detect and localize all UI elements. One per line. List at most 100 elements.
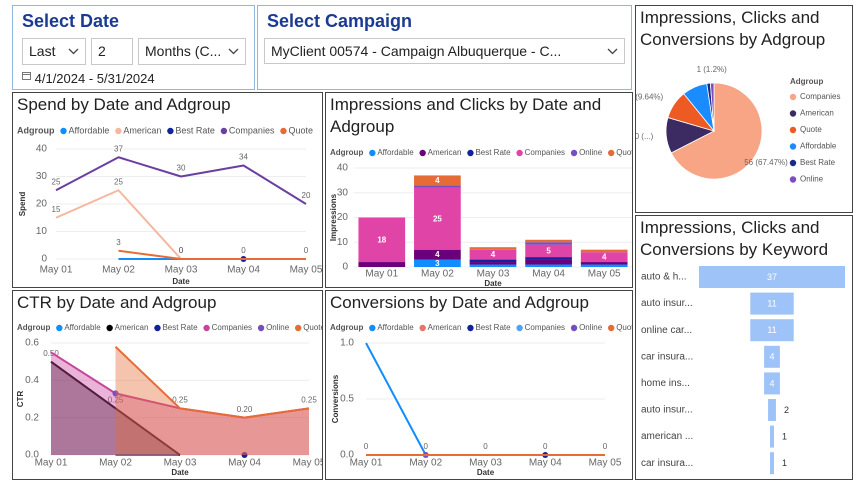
legend-label: Online <box>579 148 603 157</box>
keyword-funnel-panel: auto & h... 37 auto insur... 11 online car..… <box>635 215 853 480</box>
legend-marker <box>467 149 474 157</box>
legend-marker <box>106 324 113 332</box>
count-input[interactable]: 2 <box>91 38 133 65</box>
data-label: 4 <box>491 250 496 259</box>
y-tick-label: 10 <box>337 237 349 248</box>
y-axis-title: CTR <box>16 391 25 408</box>
legend-marker <box>607 149 615 157</box>
x-tick-label: May 03 <box>469 458 502 469</box>
category-label: online car... <box>641 325 692 336</box>
category-label: auto insur... <box>641 298 693 309</box>
x-tick-label: May 02 <box>409 458 442 469</box>
legend-marker <box>789 159 797 167</box>
y-tick-label: 0.0 <box>340 450 354 461</box>
bar-segment <box>414 185 461 188</box>
legend-title: Adgroup <box>790 77 823 86</box>
data-label: 4 <box>769 352 774 362</box>
legend-label: Companies <box>525 323 565 332</box>
legend-label: American <box>428 323 462 332</box>
legend-marker <box>789 126 797 134</box>
x-tick-label: May 05 <box>293 458 323 469</box>
date-filter: Select Date Last 2 Months (C... 4/1/2024… <box>12 5 255 90</box>
chevron <box>68 48 79 55</box>
chevron <box>228 48 239 55</box>
y-tick-label: 0.4 <box>25 375 39 386</box>
area <box>51 352 309 455</box>
bar-segment <box>580 252 628 263</box>
legend-marker <box>56 324 63 332</box>
y-tick-label: 0 <box>41 254 47 265</box>
bar-segment <box>414 259 461 267</box>
bar-segment <box>525 264 572 267</box>
x-axis-title: Date <box>484 279 502 288</box>
y-tick-label: 40 <box>36 144 48 155</box>
y-axis-title: Spend <box>18 192 27 217</box>
data-label: 5 <box>546 247 551 256</box>
campaign-value: MyClient 00574 - Campaign Albuquerque - … <box>271 43 562 59</box>
category-label: auto & h... <box>641 272 687 283</box>
data-label: 0 <box>179 246 184 255</box>
bar-segment <box>358 217 406 263</box>
campaign-filter: Select Campaign MyClient 00574 - Campaig… <box>257 5 632 90</box>
x-tick-label: May 02 <box>99 458 132 469</box>
data-label: 15 <box>52 205 61 214</box>
point <box>241 452 248 458</box>
chart-title: Impressions and Clicks by Date and Adgro… <box>330 95 602 136</box>
data-label: 0 <box>364 442 369 451</box>
legend-label: Quote <box>288 125 313 135</box>
campaign-dropdown[interactable]: MyClient 00574 - Campaign Albuquerque - … <box>264 38 625 64</box>
chart: 0.0 0.5 1.0 May 01 May 02 May 03 May 04 May 05 D… <box>330 323 633 477</box>
legend-title: Adgroup <box>17 323 50 332</box>
data-label: 11 <box>767 298 776 308</box>
legend-marker <box>570 324 578 332</box>
adgroup-pie-panel: 56 (67.47%) 10 (...) 8 (9.64%) 1 (1.2%) Adgr… <box>635 5 853 213</box>
legend-label: Affordable <box>69 125 110 135</box>
chart-title: Impressions, Clicks and Conversions by K… <box>640 218 829 259</box>
x-tick-label: May 03 <box>164 458 197 469</box>
legend-label: Quote <box>616 323 633 332</box>
legend-marker <box>257 324 265 332</box>
unit-dropdown[interactable]: Months (C... <box>138 38 246 65</box>
pie-slice <box>709 82 715 132</box>
data-label: 10 (...) <box>636 132 654 141</box>
data-label: 0.25 <box>172 395 188 404</box>
legend-marker <box>607 324 615 332</box>
bar-segment <box>580 264 628 267</box>
funnel-bar <box>750 292 794 315</box>
x-tick-label: May 05 <box>290 265 323 276</box>
y-tick-label: 0.2 <box>25 412 39 423</box>
legend-marker <box>570 149 578 157</box>
legend-marker <box>294 324 302 332</box>
y-tick-label: 20 <box>337 212 349 223</box>
data-label: 25 <box>114 177 123 186</box>
data-label: 3 <box>435 259 440 268</box>
period-value: Last <box>29 43 56 59</box>
bar-segment <box>525 242 572 245</box>
funnel-bar <box>699 266 845 288</box>
data-label: 0.20 <box>237 405 253 414</box>
data-label: 37 <box>114 144 123 153</box>
impressions-panel: 0 10 20 30 40 May 01 May 02 May 03 May 04 May 05 D… <box>325 92 633 288</box>
funnel-bar <box>770 425 774 448</box>
x-tick-label: May 02 <box>102 265 135 276</box>
date-range[interactable]: 4/1/2024 - 5/31/2024 <box>22 71 155 86</box>
data-label: 25 <box>433 214 442 223</box>
x-tick-label: May 04 <box>529 458 562 469</box>
bar-segment <box>469 264 517 267</box>
unit-value: Months (C... <box>145 43 222 59</box>
period-dropdown[interactable]: Last <box>22 38 86 65</box>
funnel-bar <box>768 399 776 421</box>
legend-title: Adgroup <box>330 148 363 157</box>
legend-label: Companies <box>800 92 840 101</box>
y-tick-label: 10 <box>36 226 48 237</box>
data-label: 0 <box>179 246 184 255</box>
chart-title: CTR by Date and Adgroup <box>17 293 217 312</box>
legend-marker <box>220 127 228 135</box>
legend-title: Adgroup <box>330 323 363 332</box>
campaign-filter-title: Select Campaign <box>267 11 413 31</box>
bar-segment <box>525 259 572 265</box>
spend-panel: 0 10 20 30 40 May 01 May 02 May 03 May 04 May 05 D… <box>12 92 323 288</box>
x-tick-label: May 01 <box>40 265 73 276</box>
data-label: 0.25 <box>301 395 317 404</box>
